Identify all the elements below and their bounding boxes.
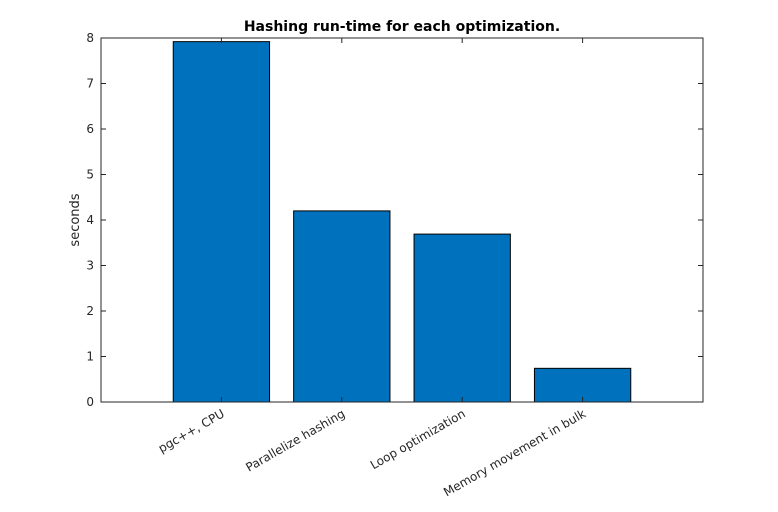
chart-title: Hashing run-time for each optimization.: [244, 19, 560, 35]
y-tick-label: 8: [86, 31, 94, 45]
y-tick-label: 2: [86, 304, 94, 318]
y-tick-label: 0: [86, 395, 94, 409]
bar-1: [172, 41, 271, 403]
bar-3: [413, 233, 511, 403]
bar-4: [533, 367, 632, 403]
y-tick-label: 5: [86, 168, 94, 182]
y-tick-label: 6: [86, 122, 94, 136]
y-tick-label: 4: [86, 213, 94, 227]
y-tick-label: 1: [86, 350, 94, 364]
bar-2: [293, 210, 391, 403]
y-axis-label: seconds: [68, 193, 83, 246]
y-tick-label: 7: [86, 77, 94, 91]
y-tick-label: 3: [86, 259, 94, 273]
